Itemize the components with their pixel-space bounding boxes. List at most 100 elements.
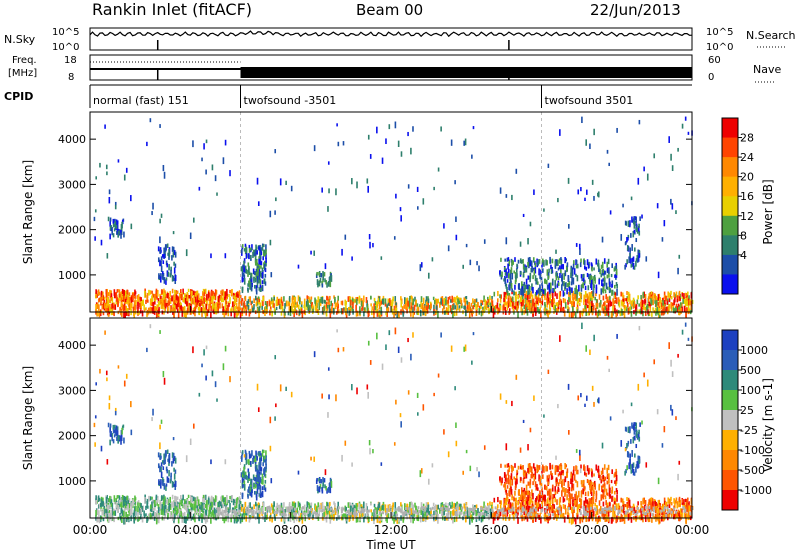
- power-ylabel: Slant Range [km]: [21, 160, 35, 264]
- power-echo: [297, 295, 300, 302]
- power-echo: [258, 276, 261, 280]
- power-echo: [108, 304, 111, 309]
- power-echo: [505, 302, 507, 306]
- velocity-echo: [333, 501, 335, 505]
- velocity-echo: [621, 507, 623, 513]
- power-echo: [250, 284, 253, 291]
- velocity-echo: [206, 515, 208, 522]
- power-echo: [450, 139, 453, 146]
- velocity-echo: [344, 513, 347, 518]
- power-echo: [297, 264, 300, 269]
- velocity-echo: [180, 511, 182, 517]
- power-echo: [606, 307, 608, 312]
- velocity-echo: [567, 515, 569, 520]
- velocity-echo: [402, 517, 405, 523]
- power-echo: [671, 203, 674, 210]
- power-echo: [115, 219, 118, 227]
- power-echo: [111, 309, 113, 313]
- velocity-echo: [169, 504, 172, 510]
- power-echo: [264, 251, 266, 257]
- power-echo: [670, 295, 673, 300]
- power-echo: [546, 298, 549, 305]
- power-echo: [477, 301, 479, 308]
- velocity-echo: [144, 496, 146, 504]
- power-echo: [345, 311, 348, 318]
- power-echo: [323, 299, 326, 304]
- velocity-echo: [523, 504, 525, 510]
- velocity-echo: [117, 506, 119, 514]
- velocity-echo: [95, 495, 97, 500]
- power-echo: [547, 271, 550, 278]
- power-echo: [253, 298, 255, 304]
- power-echo: [101, 294, 104, 300]
- power-echo: [164, 246, 167, 253]
- power-echo: [119, 295, 122, 301]
- power-echo: [111, 227, 113, 231]
- velocity-echo: [591, 499, 594, 507]
- power-echo: [415, 299, 417, 306]
- velocity-echo: [447, 516, 450, 521]
- power-echo: [403, 304, 405, 309]
- velocity-echo: [147, 513, 150, 521]
- velocity-echo: [249, 502, 251, 509]
- velocity-echo: [644, 512, 647, 520]
- power-echo: [261, 280, 264, 285]
- velocity-echo: [210, 502, 212, 507]
- velocity-echo: [590, 499, 593, 505]
- power-echo: [537, 297, 539, 302]
- power-echo: [637, 177, 640, 185]
- velocity-echo: [306, 512, 308, 517]
- power-echo: [327, 298, 330, 305]
- power-echo: [560, 300, 563, 308]
- power-echo: [562, 264, 564, 268]
- power-echo: [557, 307, 560, 312]
- power-echo: [225, 300, 228, 305]
- power-echo: [583, 294, 585, 300]
- power-echo: [248, 296, 251, 300]
- velocity-echo: [119, 513, 121, 518]
- velocity-echo: [411, 502, 413, 508]
- power-echo: [112, 233, 115, 238]
- velocity-echo: [311, 512, 313, 518]
- power-echo: [142, 299, 145, 306]
- power-echo: [523, 281, 526, 286]
- power-echo: [522, 299, 524, 306]
- figure-title: Rankin Inlet (fitACF): [92, 0, 252, 19]
- power-echo: [197, 293, 200, 301]
- velocity-echo: [678, 496, 681, 503]
- velocity-echo: [146, 517, 149, 521]
- velocity-echo: [648, 507, 651, 513]
- power-echo: [536, 301, 538, 305]
- power-echo: [611, 290, 613, 296]
- power-echo: [631, 300, 634, 304]
- velocity-echo: [425, 514, 428, 520]
- velocity-echo: [308, 503, 311, 509]
- cpid-segment-label: twofsound -3501: [244, 94, 337, 107]
- velocity-echo: [98, 517, 101, 524]
- power-echo: [601, 261, 604, 269]
- power-echo: [343, 307, 345, 311]
- power-echo: [516, 272, 518, 279]
- power-echo: [554, 285, 557, 289]
- power-echo: [173, 277, 176, 281]
- velocity-echo: [164, 499, 167, 505]
- power-echo: [306, 295, 309, 300]
- power-echo: [206, 293, 208, 301]
- power-echo: [169, 298, 172, 304]
- velocity-echo: [293, 517, 295, 524]
- velocity-echo: [195, 508, 198, 514]
- power-echo: [189, 232, 192, 240]
- power-echo: [588, 294, 590, 302]
- velocity-echo: [370, 509, 372, 513]
- power-echo: [478, 308, 481, 315]
- power-echo: [381, 157, 384, 164]
- velocity-echo: [602, 501, 605, 507]
- velocity-echo: [210, 511, 212, 518]
- power-echo: [595, 292, 597, 297]
- power-echo: [412, 298, 415, 305]
- velocity-echo: [296, 507, 299, 514]
- power-echo: [541, 299, 544, 306]
- power-echo: [623, 305, 626, 313]
- power-echo: [527, 299, 530, 305]
- power-echo: [453, 303, 455, 310]
